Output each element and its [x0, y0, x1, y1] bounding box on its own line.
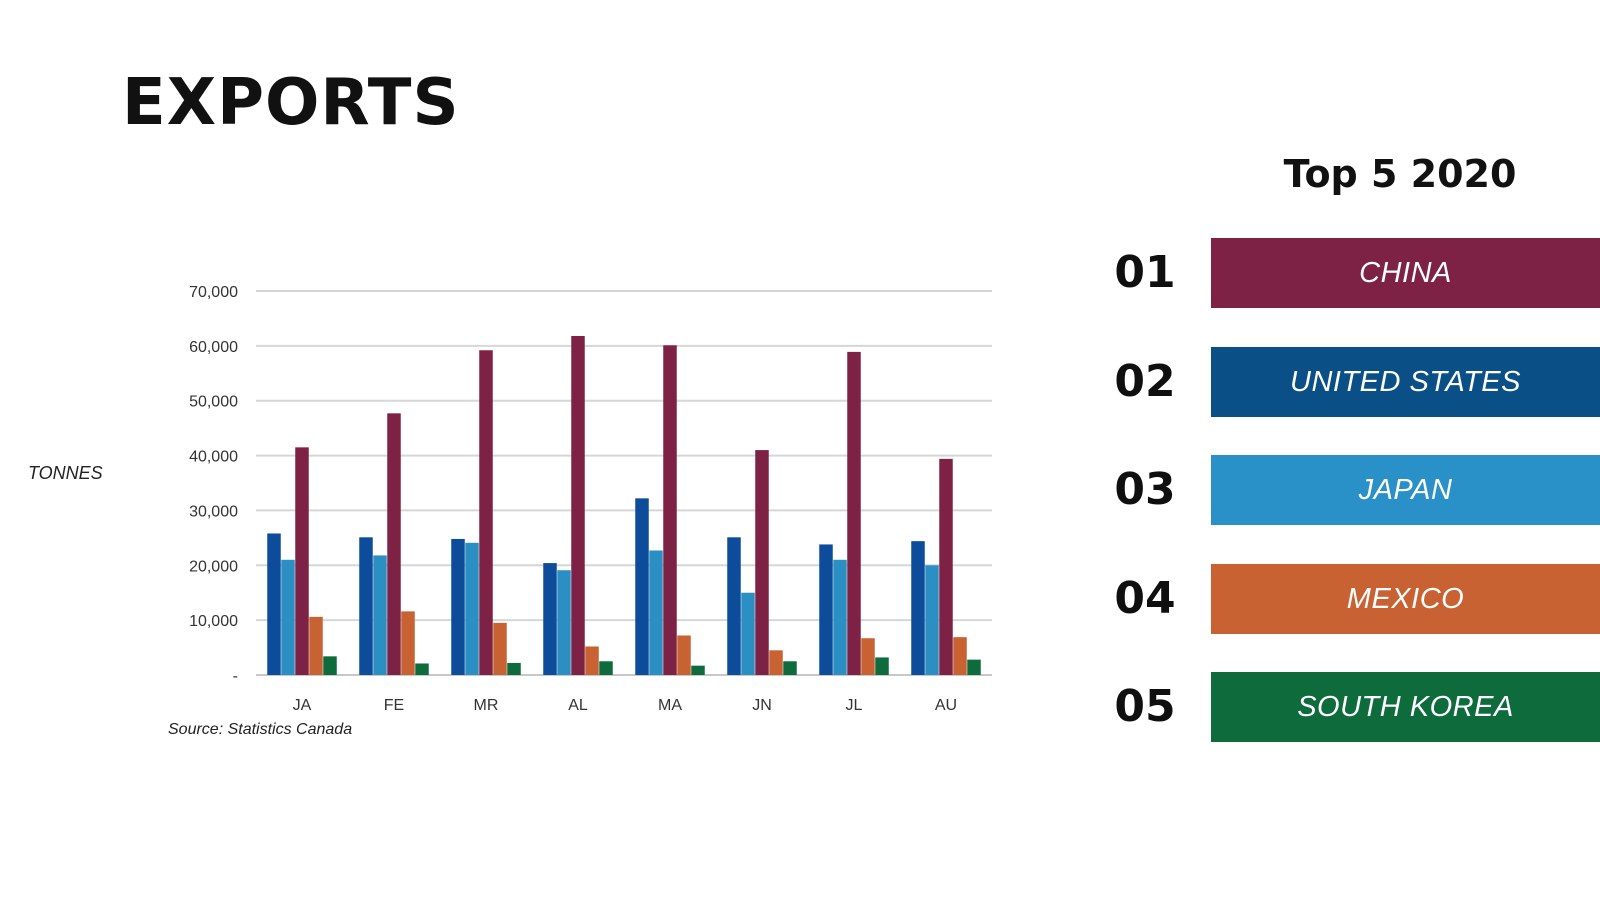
bar	[507, 662, 521, 675]
page-title: EXPORTS	[122, 66, 460, 140]
bar	[727, 537, 741, 675]
rank-number: 05	[1114, 681, 1176, 732]
bar	[691, 665, 705, 675]
rank-row-1: 01 CHINA	[0, 238, 1600, 308]
bar	[281, 559, 295, 675]
rank-number: 03	[1114, 464, 1176, 515]
x-tick-label: FE	[384, 697, 404, 714]
y-tick-label: 60,000	[189, 339, 238, 356]
rank-row-3: 03 JAPAN	[0, 455, 1600, 525]
y-tick-label: 70,000	[189, 284, 238, 301]
bar	[939, 458, 953, 675]
bar	[741, 592, 755, 675]
country-bar-mexico: MEXICO	[1211, 564, 1600, 634]
rank-number: 01	[1114, 247, 1176, 298]
bar	[451, 538, 465, 675]
y-tick-label: 10,000	[189, 613, 238, 630]
bar	[677, 635, 691, 675]
bar	[953, 637, 967, 675]
x-tick-label: MR	[474, 697, 499, 714]
bar	[359, 537, 373, 675]
x-tick-label: JL	[846, 697, 863, 714]
bar	[493, 622, 507, 675]
country-bar-south-korea: SOUTH KOREA	[1211, 672, 1600, 742]
bar	[635, 498, 649, 675]
y-tick-label: 30,000	[189, 503, 238, 520]
bar	[571, 335, 585, 675]
rank-row-4: 04 MEXICO	[0, 564, 1600, 634]
exports-bar-chart: - 10,000 20,000 30,000 40,000 50,000 60,000 70,…	[189, 284, 992, 714]
bar	[819, 544, 833, 675]
bar	[755, 450, 769, 675]
bar	[911, 541, 925, 675]
x-tick-label: MA	[658, 697, 682, 714]
bar	[649, 550, 663, 675]
rank-row-2: 02 UNITED STATES	[0, 347, 1600, 417]
country-bar-japan: JAPAN	[1211, 455, 1600, 525]
x-tick-label: JN	[752, 697, 772, 714]
source-note: Source: Statistics Canada	[168, 721, 353, 738]
bar	[585, 646, 599, 675]
bar	[769, 650, 783, 675]
bar	[465, 542, 479, 675]
bar	[663, 345, 677, 675]
bar	[479, 350, 493, 675]
bar	[783, 661, 797, 675]
bar	[557, 570, 571, 675]
bar	[875, 657, 889, 675]
bar	[599, 661, 613, 675]
country-bar-united-states: UNITED STATES	[1211, 347, 1600, 417]
rank-number: 04	[1114, 573, 1176, 624]
top5-title: Top 5 2020	[1283, 152, 1517, 196]
bar	[295, 447, 309, 675]
bar	[309, 616, 323, 675]
bar	[267, 533, 281, 675]
rank-row-5: 05 SOUTH KOREA	[0, 672, 1600, 742]
x-tick-label: AU	[935, 697, 957, 714]
country-bar-china: CHINA	[1211, 238, 1600, 308]
bar	[401, 611, 415, 675]
bar	[847, 351, 861, 675]
bar	[833, 559, 847, 675]
y-tick-label: 50,000	[189, 394, 238, 411]
bar	[323, 656, 337, 675]
bar	[925, 565, 939, 675]
bar	[415, 663, 429, 675]
x-tick-label: JA	[293, 697, 312, 714]
y-tick-label: 20,000	[189, 558, 238, 575]
y-tick-label: 40,000	[189, 449, 238, 466]
y-tick-label: -	[233, 668, 238, 685]
x-tick-label: AL	[568, 697, 588, 714]
bar	[387, 413, 401, 675]
bar	[373, 555, 387, 675]
bar	[861, 638, 875, 675]
bar	[543, 563, 557, 675]
rank-number: 02	[1114, 356, 1176, 407]
bar	[967, 659, 981, 675]
y-axis-title: TONNES	[28, 463, 103, 483]
